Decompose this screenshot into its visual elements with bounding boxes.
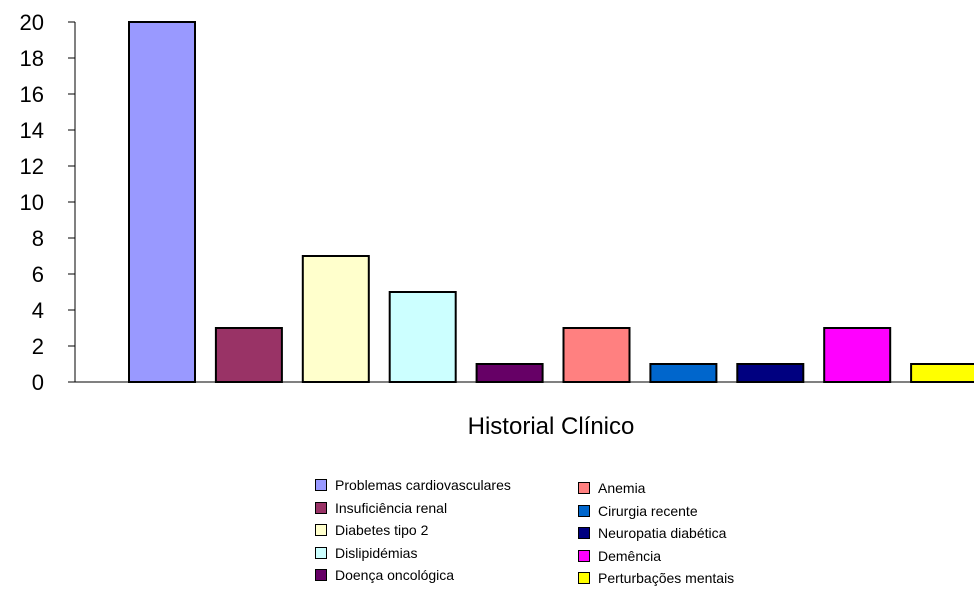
y-tick-label: 18 [20,46,44,71]
legend-item: Insuficiência renal [315,497,511,520]
legend-item: Cirurgia recente [578,500,734,523]
bar [823,327,892,383]
legend-label: Demência [598,547,662,564]
y-tick-label: 16 [20,82,44,107]
legend-swatch [315,479,327,492]
legend-label: Neuropatia diabética [598,525,727,542]
legend-label: Cirurgia recente [598,502,698,519]
y-tick-label: 8 [32,226,44,251]
y-tick-label: 12 [20,154,44,179]
legend-label: Doença oncológica [335,567,455,584]
legend: Problemas cardiovasculares Insuficiência … [315,474,735,587]
bars [128,21,974,383]
legend-column-right: Anemia Cirurgia recente Neuropatia diabéti… [578,477,734,590]
chart: 0 2 4 6 8 10 12 14 16 18 20 Historial Clínico [20,10,974,440]
y-tick-label: 14 [20,118,44,143]
bar [128,21,196,383]
legend-item: Anemia [578,477,734,500]
legend-label: Anemia [598,480,646,497]
bar [214,327,283,383]
y-tick-label: 0 [32,370,44,395]
legend-item: Neuropatia diabética [578,522,734,545]
legend-item: Diabetes tipo 2 [315,519,511,542]
legend-swatch [578,549,590,562]
legend-swatch [578,572,590,585]
bar [910,363,974,383]
legend-label: Diabetes tipo 2 [335,522,429,539]
y-axis: 0 2 4 6 8 10 12 14 16 18 20 [20,10,75,395]
legend-label: Dislipidémias [335,544,418,561]
legend-swatch [315,501,327,514]
bar [736,363,805,383]
legend-swatch [578,504,590,517]
legend-label: Problemas cardiovasculares [335,477,511,494]
x-axis-title: Historial Clínico [468,413,635,440]
legend-swatch [315,569,327,582]
y-tick-label: 10 [20,190,44,215]
legend-column-left: Problemas cardiovasculares Insuficiência … [315,474,511,587]
legend-swatch [315,524,327,537]
legend-item: Doença oncológica [315,564,511,587]
legend-label: Perturbações mentais [598,570,735,587]
bar [475,363,544,383]
bar [301,255,370,383]
legend-swatch [315,546,327,559]
bar [649,363,718,383]
bar [388,291,457,383]
legend-item: Dislipidémias [315,542,511,565]
bar [562,327,631,383]
legend-item: Perturbações mentais [578,567,734,590]
legend-swatch [578,482,590,495]
legend-item: Problemas cardiovasculares [315,474,511,497]
y-tick-label: 20 [20,10,44,35]
y-tick-label: 6 [32,262,44,287]
legend-swatch [578,527,590,540]
y-tick-label: 2 [32,334,44,359]
y-tick-label: 4 [32,298,44,323]
legend-label: Insuficiência renal [335,499,448,516]
legend-item: Demência [578,545,734,568]
